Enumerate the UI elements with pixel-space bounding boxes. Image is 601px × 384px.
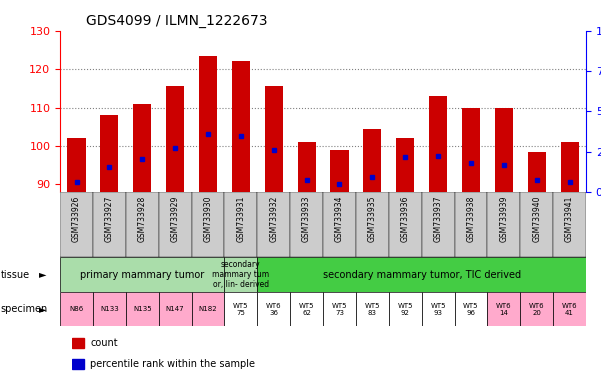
Text: primary mammary tumor: primary mammary tumor xyxy=(80,270,204,280)
Bar xyxy=(553,192,586,257)
Text: percentile rank within the sample: percentile rank within the sample xyxy=(90,359,255,369)
Bar xyxy=(264,86,283,192)
Text: GSM733932: GSM733932 xyxy=(269,195,278,242)
Text: GSM733929: GSM733929 xyxy=(171,195,180,242)
Text: WT5
62: WT5 62 xyxy=(299,303,314,316)
Bar xyxy=(257,292,290,326)
Text: GSM733928: GSM733928 xyxy=(138,195,147,242)
Text: WT5
83: WT5 83 xyxy=(365,303,380,316)
Bar xyxy=(192,292,224,326)
Bar xyxy=(422,192,454,257)
Text: N182: N182 xyxy=(199,306,218,312)
Text: GSM733930: GSM733930 xyxy=(204,195,213,242)
Text: ►: ► xyxy=(39,304,46,314)
Bar xyxy=(224,257,257,292)
Bar xyxy=(60,292,93,326)
Bar xyxy=(553,292,586,326)
Text: GSM733941: GSM733941 xyxy=(565,195,574,242)
Bar xyxy=(126,292,159,326)
Bar xyxy=(487,192,520,257)
Bar xyxy=(297,142,316,192)
Bar xyxy=(429,96,447,192)
Bar xyxy=(396,138,414,192)
Bar xyxy=(93,192,126,257)
Bar xyxy=(356,192,389,257)
Bar xyxy=(520,292,553,326)
Text: N147: N147 xyxy=(166,306,185,312)
Bar xyxy=(257,257,586,292)
Text: specimen: specimen xyxy=(1,304,48,314)
Bar xyxy=(363,129,382,192)
Bar xyxy=(126,192,159,257)
Text: GSM733934: GSM733934 xyxy=(335,195,344,242)
Bar xyxy=(323,292,356,326)
Bar xyxy=(224,292,257,326)
Text: GSM733939: GSM733939 xyxy=(499,195,508,242)
Text: GSM733933: GSM733933 xyxy=(302,195,311,242)
Bar xyxy=(389,292,422,326)
Text: N135: N135 xyxy=(133,306,151,312)
Bar xyxy=(159,192,192,257)
Text: GSM733940: GSM733940 xyxy=(532,195,541,242)
Text: GSM733927: GSM733927 xyxy=(105,195,114,242)
Text: WT5
73: WT5 73 xyxy=(332,303,347,316)
Text: WT5
96: WT5 96 xyxy=(463,303,478,316)
Bar xyxy=(199,56,217,192)
Text: WT5
92: WT5 92 xyxy=(397,303,413,316)
Bar xyxy=(72,359,84,369)
Bar xyxy=(528,152,546,192)
Text: GSM733936: GSM733936 xyxy=(401,195,410,242)
Bar xyxy=(487,292,520,326)
Bar xyxy=(60,192,93,257)
Bar xyxy=(422,292,454,326)
Bar xyxy=(159,292,192,326)
Bar xyxy=(290,192,323,257)
Bar xyxy=(290,292,323,326)
Text: GSM733935: GSM733935 xyxy=(368,195,377,242)
Text: GSM733931: GSM733931 xyxy=(236,195,245,242)
Bar xyxy=(389,192,422,257)
Text: GSM733926: GSM733926 xyxy=(72,195,81,242)
Bar xyxy=(331,150,349,192)
Bar xyxy=(192,192,224,257)
Bar xyxy=(454,292,487,326)
Bar xyxy=(561,142,579,192)
Text: WT6
20: WT6 20 xyxy=(529,303,545,316)
Bar xyxy=(60,257,224,292)
Bar xyxy=(520,192,553,257)
Text: secondary
mammary tum
or, lin- derived: secondary mammary tum or, lin- derived xyxy=(212,260,269,290)
Text: WT6
14: WT6 14 xyxy=(496,303,511,316)
Text: GSM733938: GSM733938 xyxy=(466,195,475,242)
Text: tissue: tissue xyxy=(1,270,29,280)
Text: WT5
93: WT5 93 xyxy=(430,303,446,316)
Text: WT6
36: WT6 36 xyxy=(266,303,281,316)
Text: GSM733937: GSM733937 xyxy=(433,195,442,242)
Bar xyxy=(257,192,290,257)
Bar xyxy=(72,338,84,348)
Bar xyxy=(495,108,513,192)
Text: GDS4099 / ILMN_1222673: GDS4099 / ILMN_1222673 xyxy=(87,14,268,28)
Bar xyxy=(67,138,85,192)
Text: N133: N133 xyxy=(100,306,119,312)
Bar xyxy=(454,192,487,257)
Bar xyxy=(462,108,480,192)
Bar xyxy=(133,104,151,192)
Bar xyxy=(166,86,184,192)
Text: ►: ► xyxy=(39,270,46,280)
Bar xyxy=(323,192,356,257)
Bar xyxy=(232,61,250,192)
Text: WT6
41: WT6 41 xyxy=(562,303,578,316)
Bar xyxy=(100,115,118,192)
Text: secondary mammary tumor, TIC derived: secondary mammary tumor, TIC derived xyxy=(323,270,520,280)
Bar xyxy=(356,292,389,326)
Text: count: count xyxy=(90,338,118,348)
Bar xyxy=(224,192,257,257)
Text: N86: N86 xyxy=(69,306,84,312)
Text: WT5
75: WT5 75 xyxy=(233,303,249,316)
Bar xyxy=(93,292,126,326)
